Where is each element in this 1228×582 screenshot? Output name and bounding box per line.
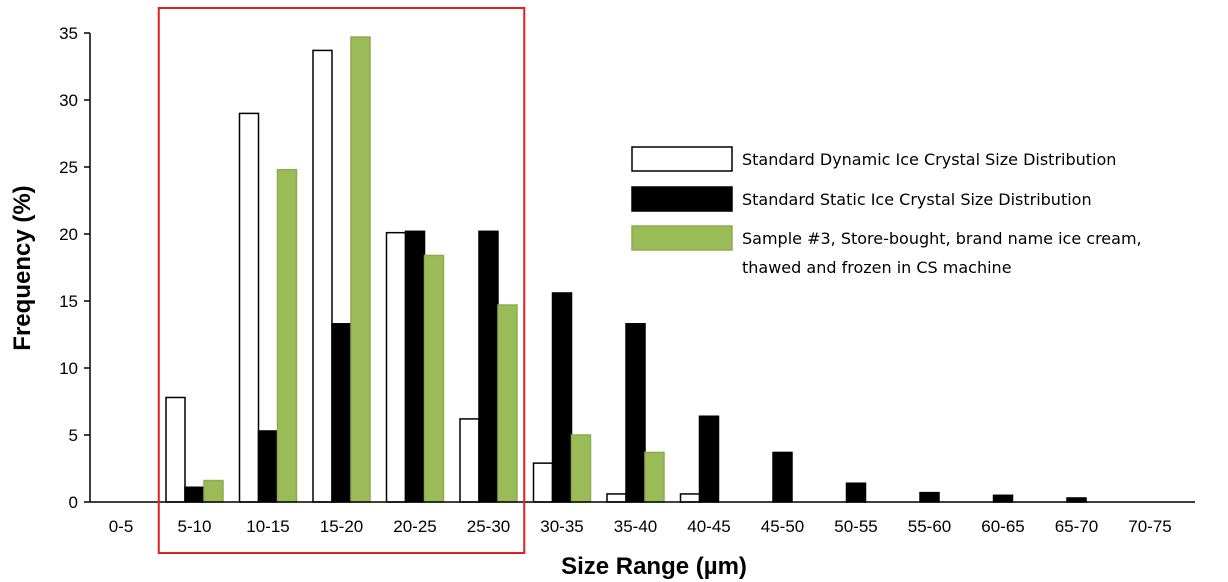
x-tick-label-10-15: 10-15 [246, 517, 289, 536]
highlight-layer [157, 7, 526, 554]
legend-label-static: Standard Static Ice Crystal Size Distrib… [742, 190, 1092, 209]
bar-sample3-20-25 [423, 254, 445, 503]
y-axis-title: Frequency (%) [9, 185, 36, 350]
bar-dynamic-40-45 [679, 493, 701, 503]
x-tick-label-20-25: 20-25 [393, 517, 436, 536]
legend-swatch-dynamic [631, 146, 733, 172]
legend: Standard Dynamic Ice Crystal Size Distri… [631, 146, 1142, 277]
x-tick-label-65-70: 65-70 [1055, 517, 1098, 536]
bar-dynamic-35-40 [606, 493, 627, 503]
bar-sample3-15-20 [350, 36, 371, 503]
axes-layer: 0-5 5-10 10-15 15-20 20-25 25-30 30-35 35-40 40-… [59, 24, 1195, 536]
bar-static-55-60 [919, 491, 940, 503]
bar-static-25-30 [478, 230, 499, 503]
bar-static-15-20 [331, 323, 352, 503]
y-tick-label-5: 5 [69, 426, 78, 445]
bar-static-60-65 [992, 494, 1014, 503]
highlight-box [157, 7, 526, 554]
x-tick-label-30-35: 30-35 [540, 517, 583, 536]
y-tick-label-0: 0 [69, 493, 78, 512]
bar-sample3-35-40 [644, 451, 665, 503]
x-tick-label-55-60: 55-60 [908, 517, 951, 536]
bar-dynamic-20-25 [385, 231, 407, 503]
bar-dynamic-25-30 [459, 418, 480, 503]
x-tick-label-60-65: 60-65 [981, 517, 1024, 536]
x-tick-label-25-30: 25-30 [467, 517, 510, 536]
legend-label-dynamic: Standard Dynamic Ice Crystal Size Distri… [742, 150, 1116, 169]
bar-static-45-50 [772, 451, 793, 503]
y-tick-label-30: 30 [59, 91, 78, 110]
legend-swatch-sample3 [631, 225, 733, 251]
x-tick-label-35-40: 35-40 [614, 517, 657, 536]
x-tick-label-40-45: 40-45 [687, 517, 730, 536]
x-tick-label-15-20: 15-20 [320, 517, 363, 536]
bar-dynamic-10-15 [238, 112, 260, 503]
bar-dynamic-5-10 [165, 396, 186, 503]
bar-static-5-10 [184, 486, 205, 503]
x-tick-label-50-55: 50-55 [834, 517, 877, 536]
y-tick-label-10: 10 [59, 359, 78, 378]
x-axis-title: Size Range (µm) [561, 553, 747, 580]
legend-swatch-static [631, 186, 733, 212]
bar-dynamic-30-35 [532, 462, 554, 503]
bar-static-30-35 [551, 292, 573, 503]
bar-dynamic-15-20 [312, 49, 333, 503]
x-tick-label-45-50: 45-50 [761, 517, 804, 536]
x-tick-label-70-75: 70-75 [1128, 517, 1171, 536]
y-tick-label-15: 15 [59, 292, 78, 311]
y-tick-label-35: 35 [59, 24, 78, 43]
y-tick-label-20: 20 [59, 225, 78, 244]
bar-sample3-30-35 [570, 434, 592, 503]
bar-static-10-15 [257, 430, 279, 503]
bar-sample3-10-15 [276, 168, 298, 503]
y-tick-label-25: 25 [59, 158, 78, 177]
bar-static-40-45 [698, 415, 720, 503]
x-tick-label-0-5: 0-5 [109, 517, 134, 536]
bar-sample3-25-30 [497, 304, 518, 503]
legend-label-sample3-line1: Sample #3, Store-bought, brand name ice … [742, 229, 1142, 248]
legend-label-sample3-line2: thawed and frozen in CS machine [742, 258, 1012, 277]
bar-static-35-40 [625, 323, 646, 503]
bar-static-50-55 [845, 482, 867, 503]
bars-layer [165, 36, 1087, 503]
x-tick-label-5-10: 5-10 [177, 517, 211, 536]
bar-static-20-25 [404, 230, 426, 503]
bar-sample3-5-10 [203, 479, 224, 503]
